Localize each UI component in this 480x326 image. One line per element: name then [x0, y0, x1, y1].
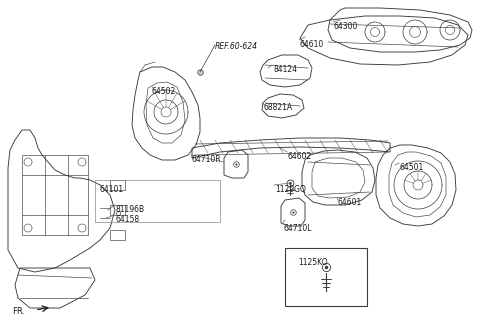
Text: 1125KO: 1125KO — [298, 258, 328, 267]
Bar — [95, 180, 220, 222]
Text: 64610: 64610 — [300, 40, 324, 49]
Text: 64710L: 64710L — [283, 224, 312, 233]
Text: 64502: 64502 — [152, 87, 176, 96]
Text: 64158: 64158 — [116, 215, 140, 224]
Text: 64501: 64501 — [400, 163, 424, 172]
Text: 84124: 84124 — [273, 65, 297, 74]
Bar — [285, 248, 367, 306]
Text: 68821A: 68821A — [263, 103, 292, 112]
Text: 64300: 64300 — [334, 22, 359, 31]
Text: 1129GQ: 1129GQ — [275, 185, 306, 194]
Text: 64601: 64601 — [338, 198, 362, 207]
Text: 64101: 64101 — [100, 185, 124, 194]
Text: REF.60-624: REF.60-624 — [215, 42, 258, 51]
Text: 81196B: 81196B — [116, 205, 145, 214]
Text: 64710R: 64710R — [192, 155, 222, 164]
Text: 64602: 64602 — [288, 152, 312, 161]
Text: FR.: FR. — [12, 307, 25, 316]
